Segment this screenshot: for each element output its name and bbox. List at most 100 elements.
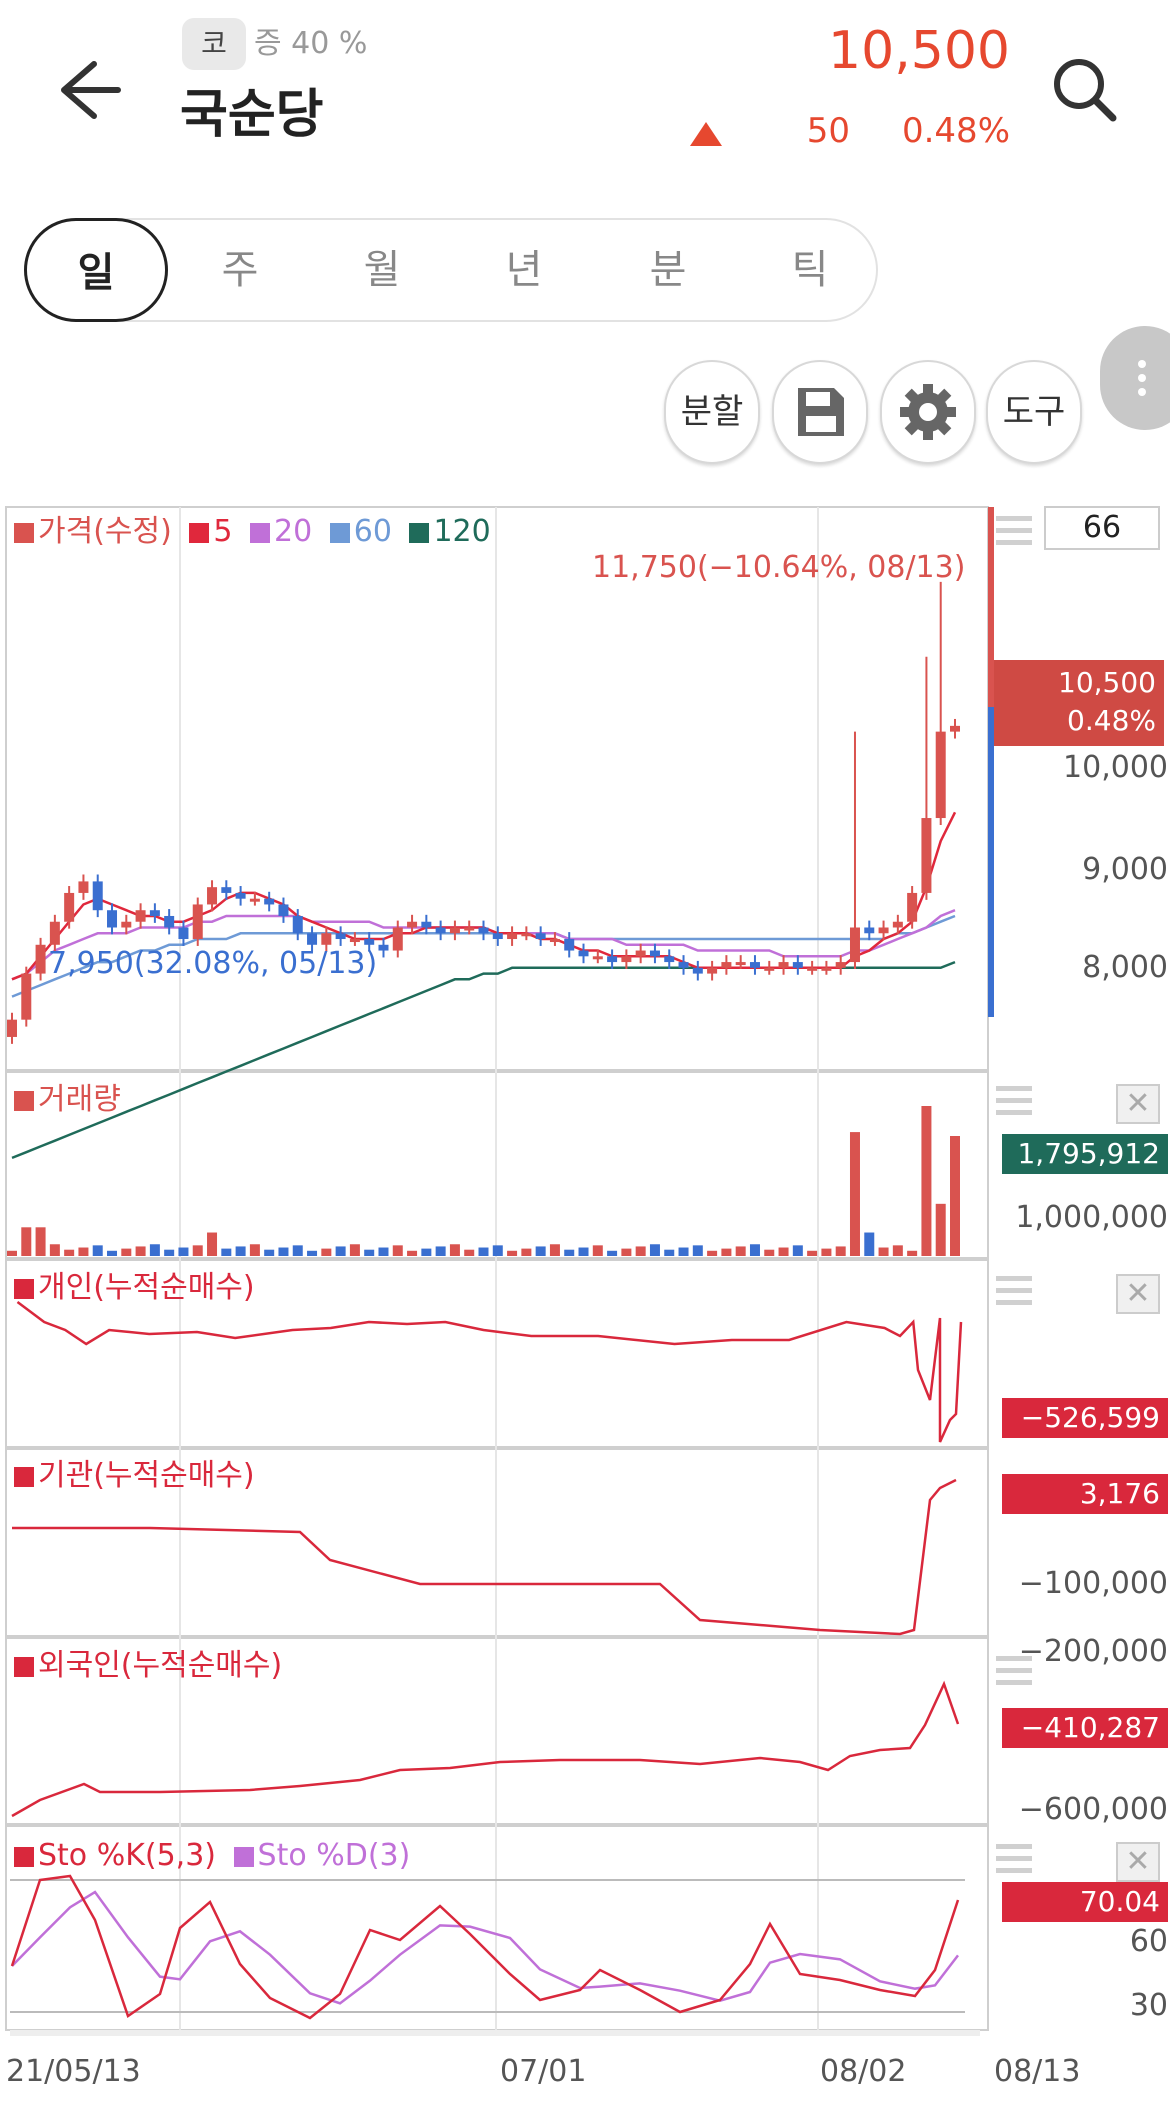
legend-swatch-ma5: [189, 523, 210, 543]
institution-value-tag: 3,176: [1002, 1474, 1168, 1514]
tab-minute[interactable]: 분: [649, 247, 687, 293]
candle-body-8: [121, 921, 132, 928]
institution-line: [12, 1478, 957, 1636]
high-price-note: 11,750(−10.64%, 08/13): [592, 550, 966, 585]
volume-legend-label: 거래량: [38, 1082, 121, 1117]
x-axis-label-end: 08/13: [994, 2054, 1081, 2089]
stochastic-legend: Sto %K(5,3) Sto %D(3): [14, 1836, 410, 1876]
candle-body-27: [392, 927, 403, 951]
candle-body-57: [821, 967, 832, 971]
save-button[interactable]: [772, 360, 868, 464]
volume-bar-27: [392, 1245, 403, 1256]
candle-body-42: [607, 956, 618, 963]
volume-bar-66: [950, 1136, 960, 1256]
price-panel-menu-icon[interactable]: [996, 516, 1032, 550]
tab-month[interactable]: 월: [363, 247, 401, 293]
candle-body-39: [564, 939, 575, 951]
market-badge: 코: [182, 18, 246, 70]
stochastic-axis-60: 60: [1129, 1924, 1168, 1959]
tab-week[interactable]: 주: [221, 247, 259, 293]
tab-tick[interactable]: 틱: [791, 247, 829, 293]
individual-panel-close-icon[interactable]: ✕: [1116, 1274, 1160, 1314]
candle-body-54: [778, 962, 789, 968]
volume-bar-26: [378, 1247, 389, 1256]
volume-value-tag: 1,795,912: [1002, 1134, 1168, 1174]
volume-bar-62: [892, 1245, 903, 1256]
current-price: 10,500: [828, 21, 1010, 81]
candle-body-6: [92, 881, 103, 911]
volume-bar-30: [435, 1246, 446, 1256]
drawing-tool-button[interactable]: 도구: [986, 360, 1082, 464]
candle-body-43: [621, 956, 632, 963]
volume-bar-61: [878, 1247, 889, 1256]
legend-ma20-label: 20: [274, 514, 313, 549]
legend-swatch-ma20: [250, 523, 270, 543]
sto-k-line: [10, 1874, 960, 2020]
individual-panel-menu-icon[interactable]: [996, 1276, 1032, 1310]
volume-bar-25: [364, 1249, 375, 1256]
candle-body-7: [107, 910, 118, 928]
institution-legend: 기관(누적순매수): [14, 1456, 255, 1496]
stock-name: 국순당: [180, 85, 324, 145]
volume-bar-65: [935, 1203, 946, 1256]
volume-panel-menu-icon[interactable]: [996, 1086, 1032, 1120]
candle-body-16: [235, 892, 246, 899]
volume-bar-0: [7, 1250, 17, 1256]
volume-bar-35: [507, 1250, 518, 1256]
stochastic-axis-30: 30: [1129, 1988, 1168, 2023]
candle-body-24: [349, 939, 360, 943]
settings-button[interactable]: [880, 360, 976, 464]
volume-bar-28: [407, 1250, 418, 1256]
volume-bar-8: [121, 1248, 132, 1256]
stock-chart[interactable]: [0, 505, 1170, 2105]
back-button[interactable]: [50, 50, 130, 130]
sto-d-line: [11, 1890, 959, 2005]
candle-body-46: [664, 956, 675, 963]
volume-bar-64: [921, 1106, 932, 1256]
more-options-button[interactable]: [1100, 326, 1170, 430]
volume-bar-3: [49, 1244, 60, 1256]
individual-legend: 개인(누적순매수): [14, 1268, 255, 1308]
legend-swatch-price: [14, 523, 34, 543]
search-button[interactable]: [1045, 50, 1125, 130]
candle-body-0: [7, 1019, 17, 1037]
up-triangle-icon: [690, 122, 722, 146]
stochastic-panel-menu-icon[interactable]: [996, 1844, 1032, 1878]
stochastic-panel-close-icon[interactable]: ✕: [1116, 1842, 1160, 1882]
volume-panel-close-icon[interactable]: ✕: [1116, 1084, 1160, 1124]
candle-body-44: [635, 950, 646, 957]
candle-body-26: [378, 944, 389, 951]
volume-bar-56: [807, 1250, 818, 1256]
volume-bar-60: [864, 1232, 875, 1256]
volume-bar-16: [235, 1246, 246, 1256]
volume-bar-51: [735, 1246, 746, 1256]
candle-body-13: [192, 904, 203, 940]
volume-bar-31: [449, 1244, 460, 1256]
candle-body-37: [535, 933, 546, 940]
volume-bar-49: [707, 1250, 718, 1256]
candle-body-51: [735, 962, 746, 966]
volume-bar-40: [578, 1247, 589, 1256]
legend-ma60-label: 60: [353, 514, 392, 549]
volume-bar-44: [635, 1246, 646, 1256]
candle-body-22: [321, 933, 332, 945]
split-button[interactable]: 분할: [664, 360, 760, 464]
candle-body-32: [464, 927, 475, 931]
institution-legend-label: 기관(누적순매수): [38, 1458, 255, 1493]
candle-body-18: [264, 898, 275, 905]
tab-year[interactable]: 년: [505, 247, 543, 293]
volume-bar-47: [678, 1247, 689, 1256]
volume-bar-37: [535, 1246, 546, 1256]
volume-bar-2: [35, 1227, 46, 1256]
candle-body-21: [307, 933, 318, 945]
low-price-note: 7,950(32.08%, 05/13): [48, 946, 378, 981]
legend-swatch-institution: [14, 1467, 34, 1487]
volume-bar-23: [335, 1246, 346, 1256]
legend-swatch-individual: [14, 1279, 34, 1299]
tab-day[interactable]: 일: [24, 218, 168, 322]
foreign-panel-menu-icon[interactable]: [996, 1656, 1032, 1690]
individual-legend-label: 개인(누적순매수): [38, 1270, 255, 1305]
candle-body-48: [692, 967, 703, 974]
candle-body-31: [449, 927, 460, 934]
period-count-input[interactable]: 66: [1044, 506, 1160, 550]
